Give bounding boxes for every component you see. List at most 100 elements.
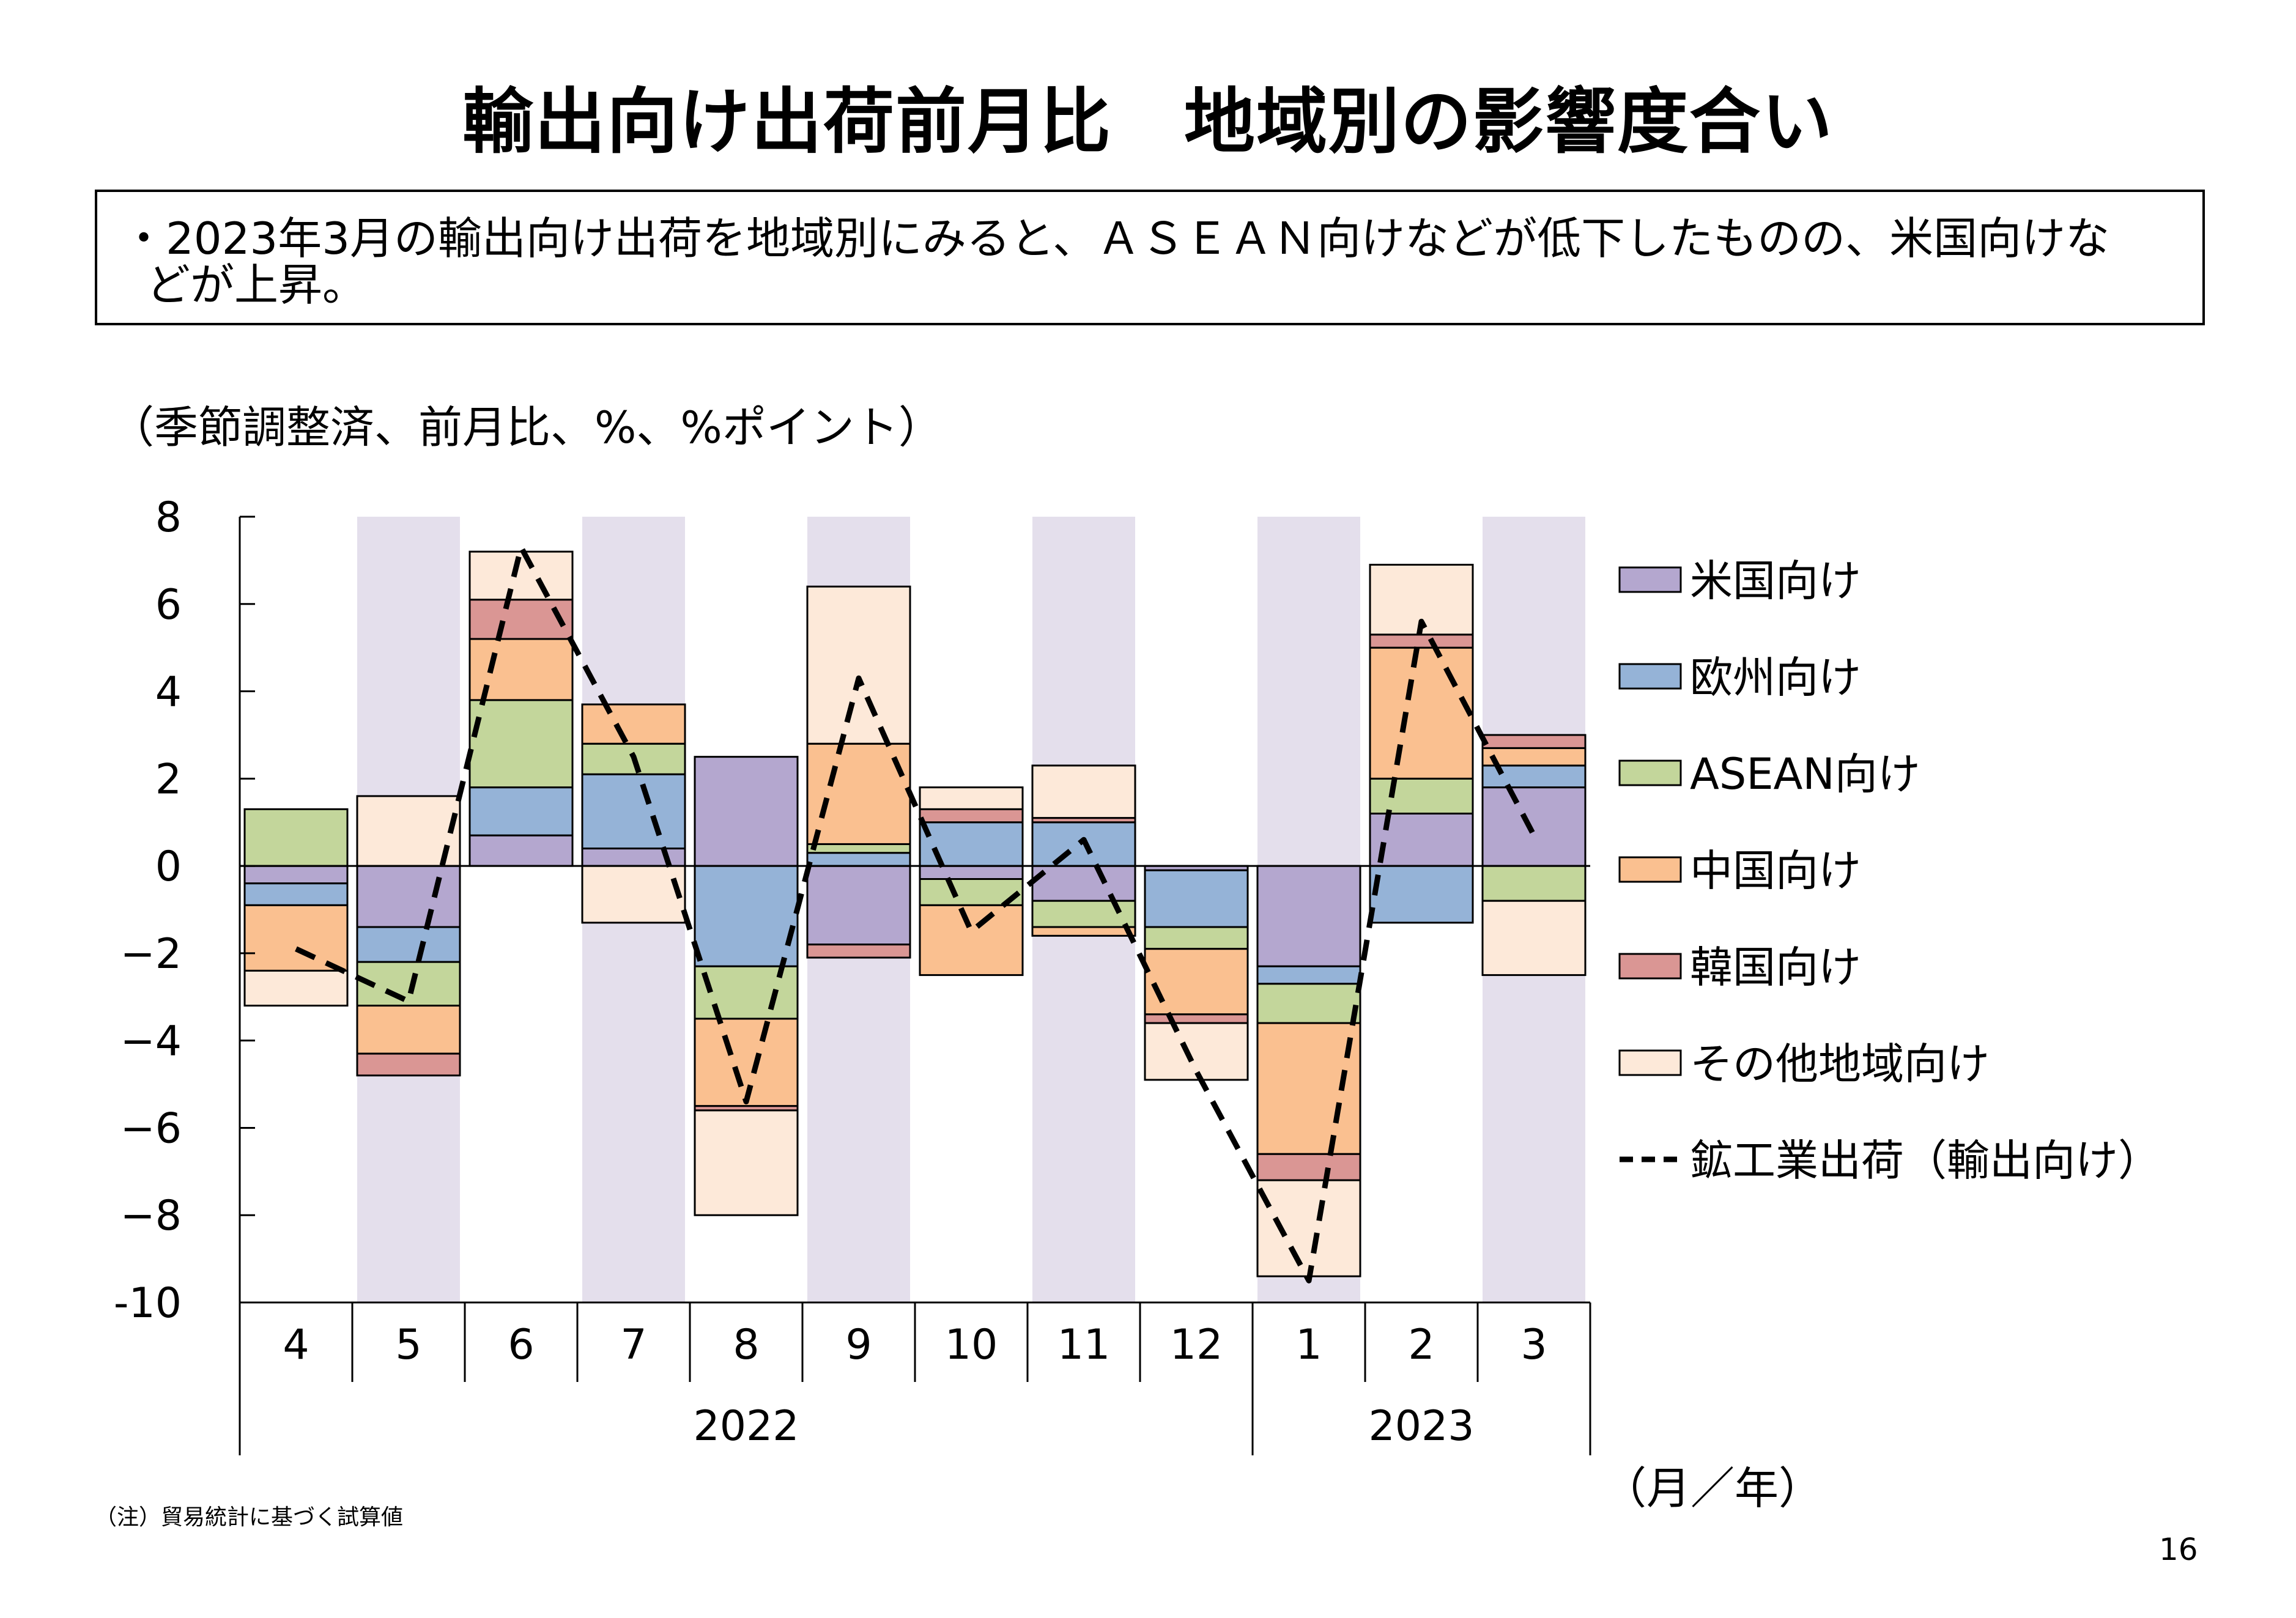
unit-label: （季節調整済、前月比、%、%ポイント） bbox=[110, 402, 942, 453]
bar-segment bbox=[356, 1005, 461, 1055]
bar-segment bbox=[356, 865, 461, 928]
bar-segment bbox=[581, 773, 686, 850]
bar-segment bbox=[356, 926, 461, 963]
y-tick-label: 6 bbox=[155, 581, 182, 629]
bar-segment bbox=[468, 699, 574, 789]
legend-label: 中国向け bbox=[1690, 846, 1861, 896]
bar-segment bbox=[1369, 777, 1474, 815]
x-tick-label: 12 bbox=[1170, 1321, 1223, 1369]
bar-segment bbox=[806, 944, 911, 959]
bar-segment bbox=[1144, 926, 1249, 950]
bar-segment bbox=[356, 1052, 461, 1077]
bar-segment bbox=[1481, 865, 1587, 902]
x-tick-label: 8 bbox=[733, 1321, 759, 1369]
bar-segment bbox=[581, 865, 686, 924]
y-tick-label: -10 bbox=[114, 1279, 182, 1328]
x-tick-label: 1 bbox=[1295, 1321, 1322, 1369]
x-tick-label: 4 bbox=[283, 1321, 309, 1369]
legend-label: 欧州向け bbox=[1690, 652, 1861, 703]
x-tick-label: 6 bbox=[508, 1321, 534, 1369]
bar-segment bbox=[468, 550, 574, 601]
bar-segment bbox=[468, 834, 574, 867]
legend-label: 韓国向け bbox=[1690, 942, 1861, 992]
bar-segment bbox=[1369, 634, 1474, 649]
bar-segment bbox=[243, 882, 349, 906]
bar-segment bbox=[694, 756, 799, 867]
bar-segment bbox=[1256, 983, 1361, 1024]
bar-segment bbox=[919, 786, 1024, 810]
summary-box: ・2023年3月の輸出向け出荷を地域別にみると、ＡＳＥＡＮ向けなどが低下したもの… bbox=[95, 190, 2205, 325]
bar-segment bbox=[243, 969, 349, 1007]
y-tick-label: 0 bbox=[155, 843, 182, 891]
line-series-shipments bbox=[295, 544, 1536, 1284]
bar-segment bbox=[468, 786, 574, 837]
bar-segment bbox=[1256, 1179, 1361, 1277]
bar-segment bbox=[243, 904, 349, 972]
legend-swatch bbox=[1618, 856, 1682, 883]
bar-segment bbox=[1369, 646, 1474, 780]
bar-segment bbox=[919, 821, 1024, 867]
bar-segment bbox=[1256, 865, 1361, 967]
bar-segment bbox=[581, 703, 686, 745]
page-title: 輸出向け出荷前月比 地域別の影響度合い bbox=[462, 81, 1834, 163]
legend-swatch bbox=[1618, 663, 1682, 690]
bar-segment bbox=[1481, 734, 1587, 749]
summary-line-1: ・2023年3月の輸出向け出荷を地域別にみると、ＡＳＥＡＮ向けなどが低下したもの… bbox=[122, 213, 2110, 264]
page-number: 16 bbox=[2159, 1532, 2198, 1567]
x-unit-label: （月／年） bbox=[1602, 1463, 1823, 1514]
bar-segment bbox=[1144, 1022, 1249, 1081]
x-tick-label: 10 bbox=[945, 1321, 998, 1369]
bar-segment bbox=[919, 865, 1024, 881]
bar-segment bbox=[1144, 948, 1249, 1016]
x-tick-label: 2 bbox=[1408, 1321, 1434, 1369]
bar-segment bbox=[919, 904, 1024, 977]
bar-segment bbox=[1031, 900, 1136, 928]
legend-swatch bbox=[1618, 759, 1682, 786]
legend-label: その他地域向け bbox=[1690, 1039, 1990, 1089]
year-label: 2023 bbox=[1368, 1402, 1474, 1450]
y-tick-label: −8 bbox=[120, 1192, 182, 1240]
bar-segment bbox=[1031, 926, 1136, 937]
summary-line-2: どが上昇。 bbox=[146, 259, 367, 311]
bar-segment bbox=[1031, 865, 1136, 902]
y-tick-label: −2 bbox=[120, 930, 182, 978]
y-tick-label: 4 bbox=[155, 668, 182, 717]
y-tick-label: −6 bbox=[120, 1104, 182, 1153]
bar-segment bbox=[243, 808, 349, 867]
bar-segment bbox=[243, 865, 349, 885]
bar-segment bbox=[1481, 900, 1587, 977]
bar-segment bbox=[1256, 1022, 1361, 1155]
legend-label: 米国向け bbox=[1690, 556, 1861, 606]
bar-segment bbox=[1256, 965, 1361, 985]
x-tick-label: 5 bbox=[395, 1321, 421, 1369]
legend-swatch bbox=[1618, 953, 1682, 980]
x-tick-label: 3 bbox=[1520, 1321, 1547, 1369]
x-tick-label: 7 bbox=[620, 1321, 646, 1369]
y-tick-label: −4 bbox=[120, 1018, 182, 1066]
bar-segment bbox=[919, 808, 1024, 824]
bar-segment bbox=[1144, 869, 1249, 928]
legend-swatch bbox=[1618, 1049, 1682, 1076]
bar-segment bbox=[806, 843, 911, 854]
legend-swatch bbox=[1618, 566, 1682, 593]
y-tick-label: 2 bbox=[155, 755, 182, 803]
bar-segment bbox=[806, 865, 911, 946]
bar-segment bbox=[1481, 747, 1587, 767]
bar-segment bbox=[694, 1109, 799, 1216]
x-tick-label: 9 bbox=[845, 1321, 872, 1369]
bar-segment bbox=[1031, 764, 1136, 819]
bar-segment bbox=[1256, 1153, 1361, 1181]
bar-segment bbox=[1481, 786, 1587, 867]
x-tick-label: 11 bbox=[1057, 1321, 1111, 1369]
footnote: （注）貿易統計に基づく試算値 bbox=[95, 1505, 404, 1530]
bar-segment bbox=[468, 599, 574, 640]
bar-segment bbox=[806, 852, 911, 867]
year-label: 2022 bbox=[693, 1402, 799, 1450]
legend-label: 鉱工業出荷（輸出向け） bbox=[1690, 1136, 2161, 1186]
bar-segment bbox=[1369, 865, 1474, 924]
bar-segment bbox=[694, 865, 799, 967]
bar-segment bbox=[806, 585, 911, 745]
legend-label: ASEAN向け bbox=[1690, 749, 1920, 799]
bar-segment bbox=[1144, 1013, 1249, 1024]
